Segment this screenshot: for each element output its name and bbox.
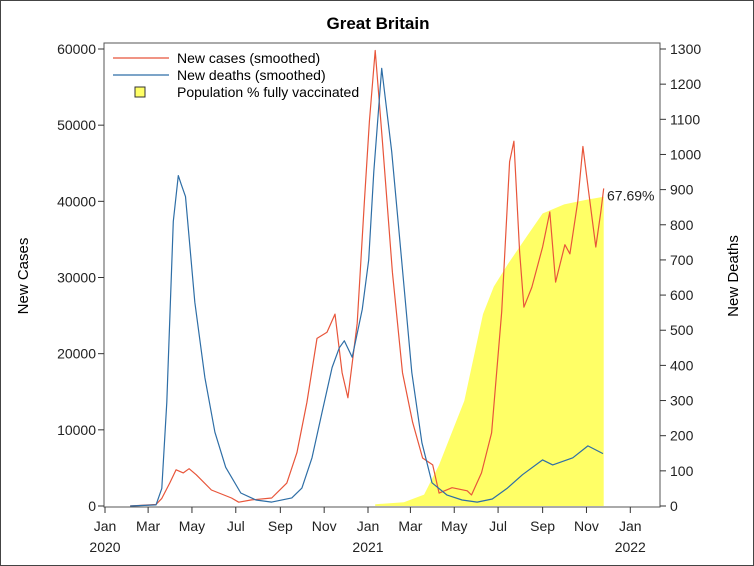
x-tick-label: Sep: [268, 518, 293, 534]
legend-vaccinated-label: Population % fully vaccinated: [177, 84, 359, 100]
x-tick-label: Nov: [312, 518, 337, 534]
right-tick-label: 1200: [670, 76, 701, 92]
x-tick-label: Jul: [489, 518, 507, 534]
x-tick-label: Jul: [227, 518, 245, 534]
series-lines-layer: [130, 49, 605, 507]
x-tick-year-label: 2022: [615, 539, 646, 555]
right-tick-label: 1100: [670, 111, 700, 127]
x-tick-label: Nov: [574, 518, 599, 534]
right-tick-label: 0: [670, 498, 678, 514]
x-tick-label: Mar: [136, 518, 160, 534]
chart-title: Great Britain: [327, 14, 430, 33]
right-tick-label: 300: [670, 393, 694, 409]
axes-layer: 0 10000 20000 30000 40000 50000 60000 0 100 200 30…: [57, 41, 701, 555]
x-tick-label: May: [441, 518, 467, 534]
right-tick-label: 400: [670, 357, 694, 373]
left-axis-label: New Cases: [15, 238, 32, 315]
x-tick-label: Jan: [94, 518, 117, 534]
left-tick-label: 40000: [57, 193, 96, 209]
legend-cases-label: New cases (smoothed): [177, 50, 320, 66]
x-tick-year-label: 2020: [89, 539, 120, 555]
right-tick-label: 600: [670, 287, 694, 303]
left-tick-label: 60000: [57, 41, 96, 57]
legend: New cases (smoothed) New deaths (smoothe…: [113, 50, 359, 100]
right-tick-label: 900: [670, 182, 694, 198]
plot-frame: [103, 42, 661, 508]
x-tick-label: Mar: [398, 518, 422, 534]
vaccinated-area: [375, 196, 604, 506]
right-tick-label: 500: [670, 322, 694, 338]
left-tick-label: 0: [88, 498, 96, 514]
vaccinated-end-label: 67.69%: [607, 188, 654, 204]
legend-vaccinated-swatch: [134, 86, 146, 98]
x-tick-year-label: 2021: [352, 539, 383, 555]
left-tick-label: 20000: [57, 346, 96, 362]
left-tick-label: 10000: [57, 422, 96, 438]
cases-line: [130, 49, 605, 507]
x-tick-label: May: [179, 518, 205, 534]
right-tick-label: 200: [670, 428, 694, 444]
legend-deaths-label: New deaths (smoothed): [177, 67, 326, 83]
right-tick-label: 800: [670, 217, 694, 233]
right-axis-label: New Deaths: [725, 235, 742, 317]
x-tick-label: Jan: [357, 518, 380, 534]
deaths-line: [130, 67, 604, 507]
left-tick-label: 50000: [57, 117, 96, 133]
right-tick-label: 100: [670, 463, 694, 479]
right-tick-label: 1000: [670, 146, 701, 162]
right-tick-label: 700: [670, 252, 694, 268]
right-tick-label: 1300: [670, 41, 701, 57]
x-tick-label: Sep: [530, 518, 555, 534]
left-tick-label: 30000: [57, 270, 96, 286]
vaccination-area-layer: [375, 196, 604, 506]
x-tick-label: Jan: [619, 518, 642, 534]
